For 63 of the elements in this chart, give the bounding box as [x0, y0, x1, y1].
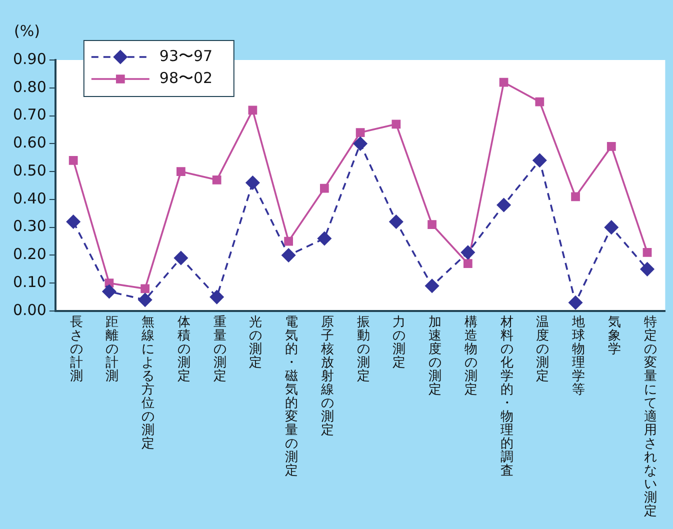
y-tick-label: 0.60 — [12, 134, 46, 152]
point — [499, 78, 508, 87]
point — [282, 248, 296, 262]
x-tick-label: 体積の測定 — [177, 314, 190, 384]
x-tick-label: 長さの計測 — [70, 314, 83, 384]
y-tick-label: 0.20 — [12, 245, 46, 264]
y-tick-label: 0.90 — [12, 50, 46, 68]
y-tick-label: 0.00 — [12, 300, 46, 319]
point — [604, 220, 618, 234]
point — [138, 292, 152, 307]
point — [535, 97, 544, 106]
y-tick-label: 0.30 — [12, 217, 46, 236]
legend-label: 98〜02 — [159, 68, 213, 87]
category-label: 原子核放射線の測定 — [320, 314, 334, 438]
point — [320, 184, 329, 193]
y-tick-label: 0.50 — [12, 161, 46, 180]
point — [210, 290, 224, 304]
point — [174, 251, 188, 265]
point — [66, 214, 80, 229]
category-label: 材料の化学的・物理的調査 — [500, 314, 514, 478]
point — [425, 279, 439, 293]
point — [68, 156, 78, 165]
point — [102, 284, 116, 298]
y-tick-label: 0.10 — [12, 273, 46, 291]
category-label: 無線による方位の測定 — [142, 314, 155, 452]
category-label: 電気的・磁気的変量の測定 — [285, 314, 298, 478]
point — [389, 214, 404, 229]
y-axis-title: (%) — [14, 22, 40, 40]
point — [571, 192, 580, 202]
point — [606, 142, 616, 151]
point — [212, 175, 222, 184]
point — [428, 220, 436, 229]
point — [392, 120, 401, 129]
x-tick-label: 温度の測定 — [536, 314, 550, 384]
point — [176, 167, 186, 176]
x-tick-label: 加速度の測定 — [428, 314, 442, 398]
y-tick-label: 0.70 — [12, 106, 46, 124]
point — [640, 262, 654, 276]
point — [463, 259, 472, 268]
x-tick-label: 地球物理学等 — [571, 314, 586, 398]
x-tick-label: 光の測定 — [249, 314, 262, 370]
point — [568, 296, 582, 310]
point — [496, 198, 511, 212]
point — [246, 176, 260, 190]
point — [248, 106, 258, 115]
x-tick-label: 振動の測定 — [356, 314, 370, 384]
legend-label: 93〜97 — [159, 46, 213, 65]
category-label: 特定の変量にて適用されない測定 — [644, 314, 657, 519]
point — [353, 136, 368, 151]
x-tick-label: 距離の計測 — [106, 314, 119, 384]
point — [461, 246, 475, 260]
point — [642, 248, 652, 257]
y-tick-label: 0.40 — [12, 189, 46, 208]
point — [140, 284, 150, 294]
x-tick-label: 重量の測定 — [213, 314, 226, 384]
point — [284, 236, 293, 246]
x-tick-label: 力の測定 — [392, 314, 406, 370]
point — [318, 232, 332, 246]
y-tick-label: 0.80 — [12, 78, 46, 96]
x-tick-label: 構造物の測定 — [464, 314, 478, 398]
x-tick-label: 気象学 — [608, 314, 621, 357]
point — [356, 128, 365, 137]
point — [532, 154, 547, 168]
